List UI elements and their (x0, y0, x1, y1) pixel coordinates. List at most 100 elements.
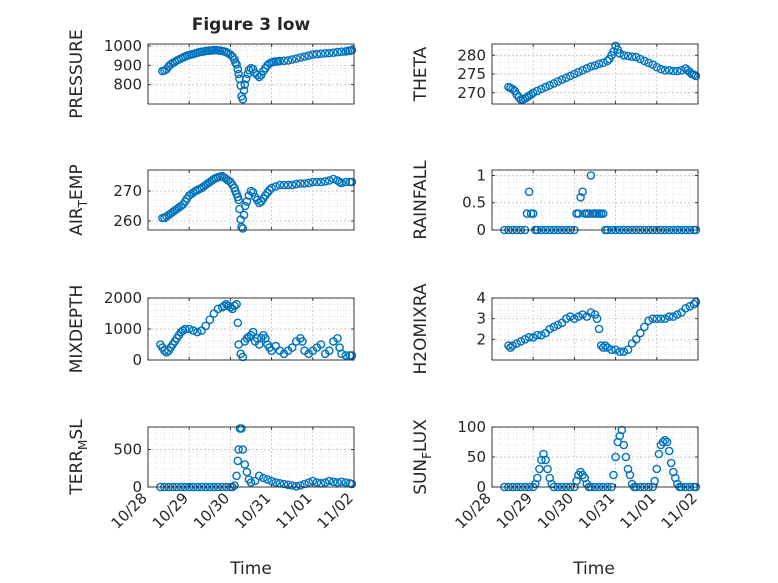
y-axis-label: MIXDEPTH (67, 285, 87, 374)
data-point (623, 345, 633, 355)
data-point (252, 70, 262, 80)
data-point (341, 351, 351, 360)
data-point (246, 478, 256, 487)
data-point (553, 77, 563, 86)
data-point (617, 425, 627, 435)
data-point (248, 327, 258, 337)
data-point (333, 478, 342, 487)
data-point (526, 90, 536, 99)
subplot-6: 2 3 4 H2OMIXRA (411, 283, 701, 375)
data-point (598, 343, 608, 352)
data-point (193, 327, 202, 337)
y-tick-label: 0 (132, 351, 142, 369)
data-point (535, 464, 544, 474)
data-point (240, 201, 250, 211)
data-point (644, 316, 653, 326)
data-point (180, 324, 190, 334)
data-point (283, 56, 293, 65)
data-point (239, 210, 249, 220)
data-point (541, 455, 550, 465)
data-point (248, 188, 258, 197)
data-point (673, 66, 682, 76)
data-point (533, 86, 542, 96)
y-tick-label: 2000 (104, 289, 142, 307)
data-point (506, 343, 515, 352)
data-point (576, 192, 585, 202)
data-point (287, 343, 297, 352)
y-tick-label: 2 (476, 330, 486, 348)
series-markers (158, 171, 357, 233)
data-point (254, 72, 264, 82)
data-point (263, 475, 272, 484)
data-point (533, 473, 542, 483)
data-point (528, 88, 538, 98)
data-point (324, 48, 334, 58)
data-point (586, 62, 596, 71)
data-point (316, 340, 326, 349)
data-point (232, 299, 241, 309)
x-axis-label-left: Time (229, 559, 272, 579)
axes-box (147, 426, 355, 488)
data-point (619, 51, 629, 60)
data-point (615, 347, 625, 357)
data-point (658, 437, 668, 447)
data-point (275, 56, 285, 66)
subplot-4: 0 0.5 1 RAINFALL (411, 160, 701, 240)
data-point (691, 297, 701, 307)
data-point (648, 314, 658, 324)
data-point (640, 56, 649, 66)
data-point (541, 82, 550, 92)
data-point (337, 178, 346, 188)
axes-box (491, 169, 699, 231)
data-point (233, 64, 243, 74)
data-point (296, 481, 305, 490)
data-point (219, 301, 229, 311)
data-point (287, 481, 297, 490)
y-axis-label: SUNFLUX (411, 419, 434, 495)
data-point (347, 479, 357, 489)
data-point (615, 49, 625, 58)
data-point (574, 209, 583, 218)
data-point (508, 84, 517, 94)
data-point (553, 320, 563, 330)
x-tick-label: 11/01 (272, 489, 315, 532)
data-point (237, 424, 246, 433)
data-point (660, 314, 670, 324)
data-point (240, 460, 250, 469)
data-point (660, 66, 670, 75)
data-point (669, 312, 678, 321)
data-point (524, 187, 534, 197)
data-point (570, 314, 579, 324)
data-point (234, 445, 243, 454)
data-point (607, 345, 616, 355)
data-point (533, 330, 542, 340)
data-point (625, 470, 635, 480)
y-tick-label: 500 (113, 441, 142, 459)
data-point (603, 343, 612, 352)
data-point (673, 310, 682, 319)
data-point (586, 171, 596, 180)
data-point (590, 61, 600, 70)
x-tick-label: 11/02 (314, 489, 357, 532)
data-point (201, 321, 210, 331)
y-tick-label: 1 (476, 166, 486, 184)
data-point (664, 312, 674, 321)
data-point (267, 183, 276, 193)
x-tick-label: 10/28 (108, 489, 151, 532)
data-point (664, 446, 674, 456)
data-point (574, 312, 583, 321)
series-markers (158, 45, 357, 104)
y-tick-label: 1000 (104, 320, 142, 338)
data-point (619, 440, 629, 450)
data-point (188, 326, 198, 335)
x-tick-label: 11/02 (658, 489, 701, 532)
data-point (296, 179, 305, 188)
x-axis-label-right: Time (572, 559, 615, 579)
data-point (184, 324, 194, 334)
y-axis-label: THETA (411, 46, 431, 102)
y-tick-label: 275 (457, 65, 486, 83)
data-point (241, 74, 251, 84)
